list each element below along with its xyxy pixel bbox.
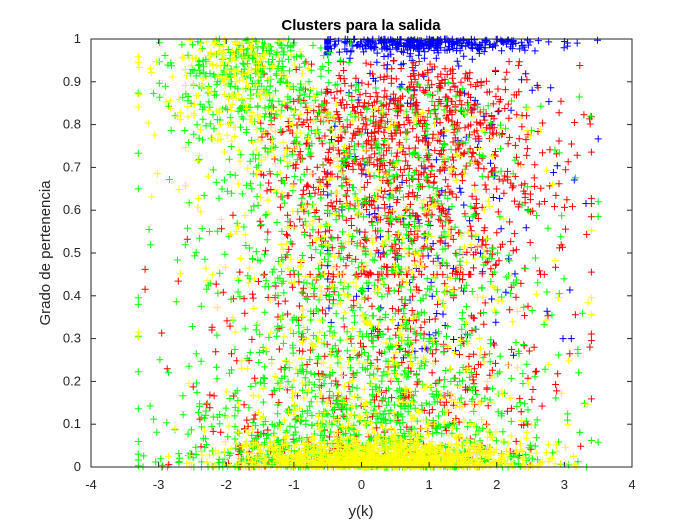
y-tick-label: 0.8 (63, 117, 81, 132)
x-tick-label: 1 (426, 477, 433, 492)
x-axis-label: y(k) (349, 503, 374, 520)
x-axis-ticks: -4 -3 -2 -1 0 1 2 3 4 (85, 39, 636, 492)
y-tick-label: 0.4 (63, 288, 81, 303)
y-tick-label: 0.1 (63, 416, 81, 431)
x-tick-label: 2 (493, 477, 500, 492)
y-tick-label: 0.6 (63, 202, 81, 217)
y-tick-label: 0.3 (63, 331, 81, 346)
y-tick-label: 0.7 (63, 159, 81, 174)
x-tick-label: -3 (153, 477, 165, 492)
series-markers (134, 35, 595, 471)
y-tick-label: 0.9 (63, 74, 81, 89)
x-tick-label: 3 (561, 477, 568, 492)
y-axis-ticks: 0 0.1 0.2 0.3 0.4 0.5 0.6 0.7 0.8 0.9 1 (63, 31, 632, 474)
x-tick-label: -2 (220, 477, 232, 492)
y-tick-label: 1 (74, 31, 81, 46)
x-tick-label: 0 (358, 477, 365, 492)
y-tick-label: 0 (74, 459, 81, 474)
x-tick-label: -4 (85, 477, 97, 492)
series-3 (134, 35, 595, 471)
chart-title: Clusters para la salida (281, 17, 441, 34)
y-tick-label: 0.5 (63, 245, 81, 260)
x-tick-label: 4 (628, 477, 635, 492)
y-tick-label: 0.2 (63, 373, 81, 388)
x-tick-label: -1 (288, 477, 300, 492)
y-axis-label: Grado de pertenencia (37, 180, 54, 326)
